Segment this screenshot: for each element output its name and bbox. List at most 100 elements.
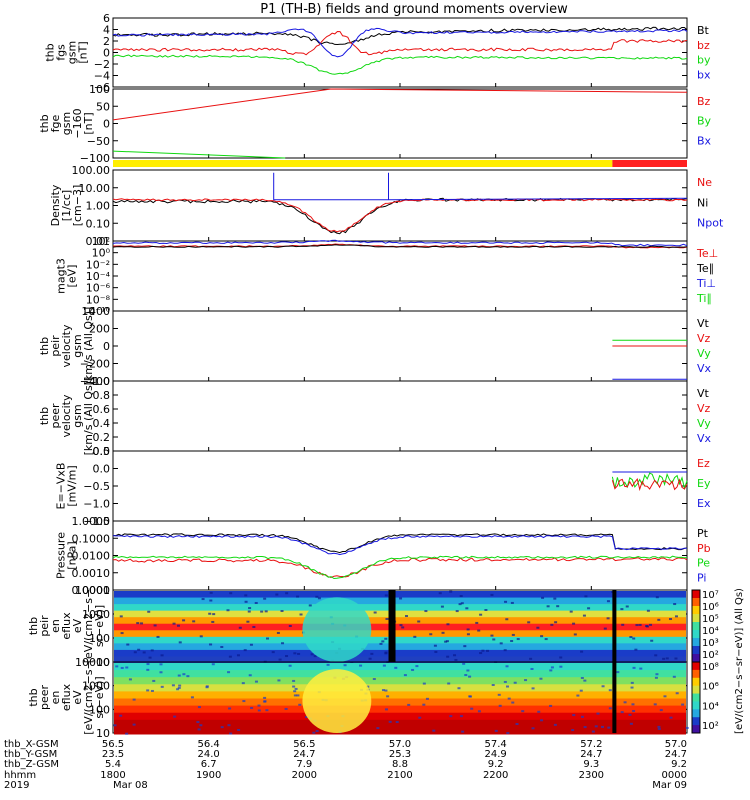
spectrogram-noise <box>376 727 379 729</box>
spectrogram-noise <box>504 601 507 603</box>
spectrogram-noise <box>248 607 251 609</box>
spectrogram-noise <box>172 684 175 686</box>
spectrogram-noise <box>583 680 586 682</box>
spectrogram-noise <box>386 695 389 697</box>
spectrogram-noise <box>490 635 493 637</box>
spectrogram-noise <box>239 627 242 629</box>
spectrogram-band <box>114 643 686 650</box>
spectrogram-noise <box>173 623 176 625</box>
spectrogram-noise <box>399 597 402 599</box>
spectrogram-noise <box>434 651 437 653</box>
colorbar-tick-label: 10⁴ <box>702 701 719 712</box>
colorbar-step <box>692 694 700 702</box>
y-tick-label: 100.00 <box>72 164 111 177</box>
spectrogram-noise <box>379 643 382 645</box>
spectrogram-noise <box>490 594 493 596</box>
ephem-row-label: thb_Z-GSM <box>4 759 59 770</box>
panel-frame <box>113 170 687 241</box>
ephem-value: 2200 <box>483 770 508 781</box>
spectrogram-noise <box>136 622 139 624</box>
legend-Pi: Pi <box>697 571 706 584</box>
spectrogram-noise <box>146 689 149 691</box>
spectrogram-noise <box>133 724 136 726</box>
spectrogram-noise <box>635 624 638 626</box>
spectrogram-noise <box>295 688 298 690</box>
spectrogram-noise <box>549 669 552 671</box>
colorbar-tick-label: 10² <box>702 650 719 661</box>
spectrogram-noise <box>532 727 535 729</box>
colorbar-tick-label: 10³ <box>702 638 719 649</box>
panel-frame <box>113 311 687 381</box>
spectrogram-noise <box>258 705 261 707</box>
panel-vel_peer: 1.00.80.60.40.20.0thbpeervelocitygsm[km/… <box>38 375 712 458</box>
spectrogram-noise <box>146 663 149 665</box>
spectrogram-noise <box>316 730 319 732</box>
spectrogram-noise <box>624 701 627 703</box>
panel-efield: 0.50.0−0.5−1.0−1.5E=−VxB[mV/m]EzEyEx <box>55 445 711 528</box>
spectrogram-noise <box>146 669 149 671</box>
spectrogram-noise <box>527 621 530 623</box>
y-tick-label: −50 <box>87 135 110 148</box>
spectrogram-noise <box>595 725 598 727</box>
y-axis-label: E=−VxB[mV/m] <box>55 463 79 510</box>
date-start: Mar 08 <box>113 780 148 791</box>
colorbar-step <box>692 646 700 655</box>
legend-Te⊥: Te⊥ <box>696 247 718 260</box>
spectrogram-noise <box>633 667 636 669</box>
spectrogram-noise <box>467 633 470 635</box>
spectrogram-noise <box>382 689 385 691</box>
spectrogram-noise <box>584 595 587 597</box>
spectrogram-noise <box>461 602 464 604</box>
legend-Vt: Vt <box>697 317 710 330</box>
spectrogram-band <box>114 617 686 624</box>
series-by <box>113 55 687 74</box>
legend-Vy: Vy <box>697 347 711 360</box>
spectrogram-noise <box>607 617 610 619</box>
legend-Te∥: Te∥ <box>696 262 714 275</box>
spectrogram-noise <box>656 596 659 598</box>
spectrogram-noise <box>460 715 463 717</box>
y-tick-label: 0.5 <box>93 445 111 458</box>
colorbar-tick-label: 10⁵ <box>702 614 719 625</box>
spectrogram-band <box>114 727 686 735</box>
spectrogram-noise <box>246 621 249 623</box>
spectrogram-noise <box>434 645 437 647</box>
y-axis-label: thbpeervelocitygsm[km/s (All Qs)] <box>38 377 95 456</box>
spectrogram-noise <box>466 669 469 671</box>
panel-frame <box>113 89 687 158</box>
spectrogram-noise <box>133 699 136 701</box>
spectrogram-noise <box>417 621 420 623</box>
spectrogram-noise <box>629 636 632 638</box>
spectrogram-noise <box>399 624 402 626</box>
spectrogram-noise <box>374 612 377 614</box>
legend-Ez: Ez <box>697 457 710 470</box>
spectrogram-noise <box>279 659 282 661</box>
y-axis-label-line: sr−eV)] <box>93 676 106 718</box>
y-axis-label-line: sr−eV)] <box>93 605 106 647</box>
spectrogram-noise <box>607 600 610 602</box>
spectrogram-noise <box>550 624 553 626</box>
spectrogram-noise <box>442 632 445 634</box>
spectrogram-noise <box>492 638 495 640</box>
spectrogram-noise <box>209 643 212 645</box>
spectrogram-feature <box>302 597 371 662</box>
spectrogram-noise <box>359 665 362 667</box>
spectrogram-noise <box>454 659 457 661</box>
spectrogram-noise <box>449 591 452 593</box>
spectrogram-noise <box>439 592 442 594</box>
spectrogram-noise <box>176 688 179 690</box>
legend-Bt: Bt <box>697 24 710 37</box>
ephem-value: 5.4 <box>105 759 121 770</box>
spectrogram-noise <box>242 682 245 684</box>
spectrogram-noise <box>115 665 118 667</box>
spectrogram-noise <box>244 594 247 596</box>
spectrogram-noise <box>601 726 604 728</box>
spectrogram-noise <box>666 657 669 659</box>
colorbar-step <box>692 709 700 717</box>
legend-Ne: Ne <box>697 176 712 189</box>
spectrogram-noise <box>630 723 633 725</box>
colorbar-step <box>692 638 700 647</box>
spectrogram-band <box>114 720 686 728</box>
spectrogram-noise <box>531 668 534 670</box>
spectrogram-noise <box>686 727 689 729</box>
